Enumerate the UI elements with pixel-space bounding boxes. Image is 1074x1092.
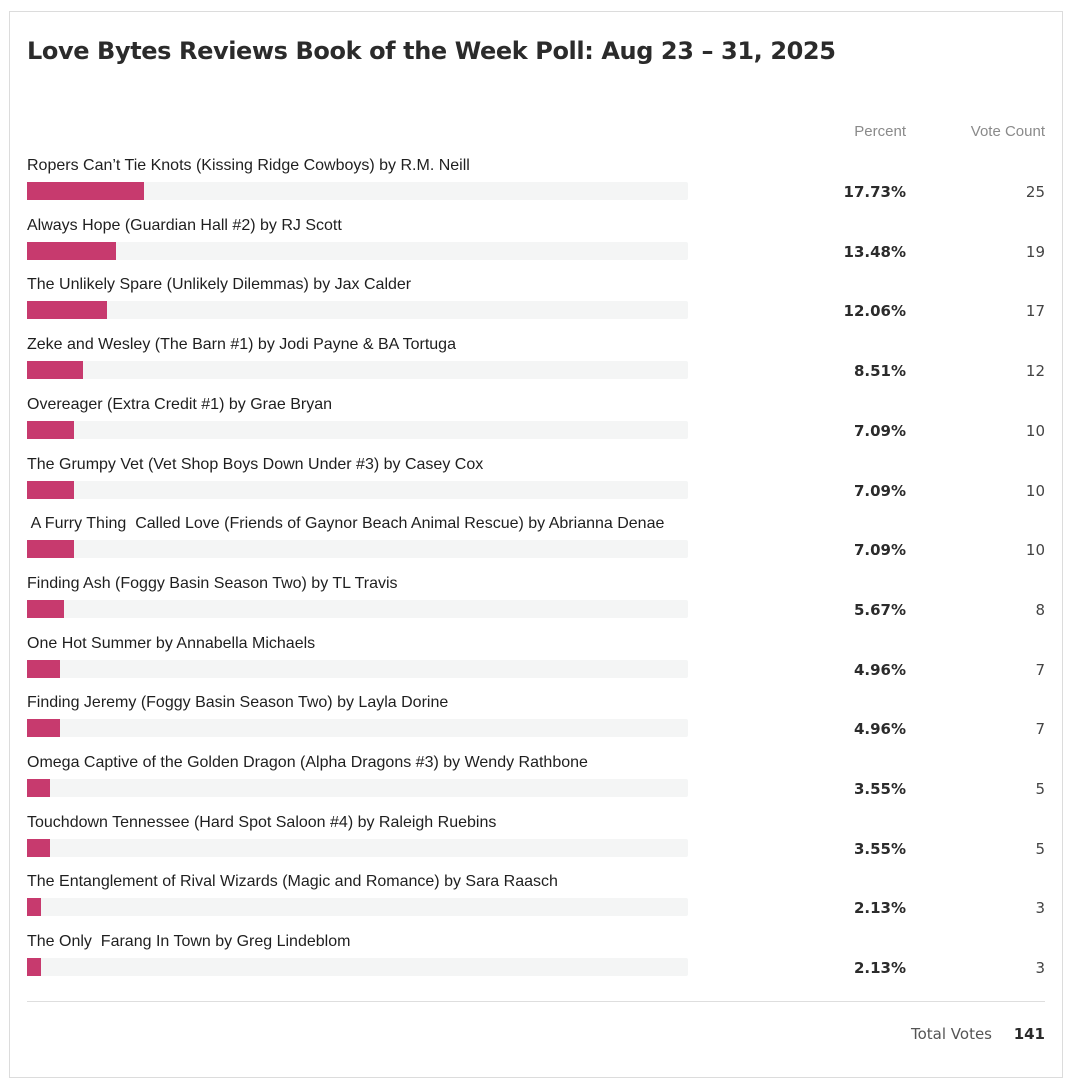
poll-option-bar-fill [27, 660, 60, 678]
poll-option-bar-fill [27, 301, 107, 319]
poll-option-percent: 7.09% [853, 482, 906, 500]
poll-option-row: One Hot Summer by Annabella Michaels 4.96… [0, 634, 1074, 694]
poll-option-percent: 8.51% [853, 362, 906, 380]
poll-option-bar-fill [27, 958, 41, 976]
poll-option-label: Finding Jeremy (Foggy Basin Season Two) … [27, 694, 449, 711]
poll-option-bar-fill [27, 898, 41, 916]
poll-option-vote-count: 7 [1035, 661, 1045, 679]
poll-option-bar-fill [27, 600, 64, 618]
poll-option-label: Overeager (Extra Credit #1) by Grae Brya… [27, 396, 333, 413]
poll-option-bar-track [27, 481, 688, 499]
poll-option-label: The Unlikely Spare (Unlikely Dilemmas) b… [27, 276, 412, 293]
poll-option-row: The Unlikely Spare (Unlikely Dilemmas) b… [0, 275, 1074, 335]
poll-option-label: The Only Farang In Town by Greg Lindeblo… [27, 933, 351, 950]
poll-option-label: Touchdown Tennessee (Hard Spot Saloon #4… [27, 814, 497, 831]
poll-option-row: The Entanglement of Rival Wizards (Magic… [0, 872, 1074, 932]
poll-option-label: Omega Captive of the Golden Dragon (Alph… [27, 754, 588, 771]
poll-option-vote-count: 17 [1025, 302, 1045, 320]
poll-option-bar-fill [27, 839, 50, 857]
total-votes-label: Total Votes [911, 1025, 992, 1043]
poll-option-row: Touchdown Tennessee (Hard Spot Saloon #4… [0, 813, 1074, 873]
poll-option-vote-count: 12 [1025, 362, 1045, 380]
poll-option-bar-fill [27, 540, 74, 558]
poll-option-bar-track [27, 779, 688, 797]
poll-option-row: Omega Captive of the Golden Dragon (Alph… [0, 753, 1074, 813]
poll-option-bar-fill [27, 421, 74, 439]
poll-option-vote-count: 10 [1025, 422, 1045, 440]
poll-option-bar-fill [27, 481, 74, 499]
poll-option-percent: 12.06% [843, 302, 906, 320]
poll-option-bar-fill [27, 779, 50, 797]
poll-option-row: Ropers Can’t Tie Knots (Kissing Ridge Co… [0, 156, 1074, 216]
poll-option-bar-fill [27, 182, 144, 200]
poll-option-percent: 13.48% [843, 243, 906, 261]
poll-option-label: A Furry Thing Called Love (Friends of Ga… [27, 515, 665, 532]
poll-option-vote-count: 19 [1025, 243, 1045, 261]
divider [27, 1001, 1045, 1002]
poll-option-bar-track [27, 719, 688, 737]
poll-option-bar-fill [27, 242, 116, 260]
poll-option-label: One Hot Summer by Annabella Michaels [27, 635, 316, 652]
poll-option-row: A Furry Thing Called Love (Friends of Ga… [0, 514, 1074, 574]
poll-option-percent: 17.73% [843, 183, 906, 201]
poll-option-bar-track [27, 958, 688, 976]
poll-option-vote-count: 7 [1035, 720, 1045, 738]
percent-column-header: Percent [854, 123, 906, 140]
poll-option-label: The Entanglement of Rival Wizards (Magic… [27, 873, 558, 890]
poll-option-label: Always Hope (Guardian Hall #2) by RJ Sco… [27, 217, 342, 234]
poll-option-bar-track [27, 839, 688, 857]
poll-option-percent: 3.55% [853, 780, 906, 798]
poll-option-bar-track [27, 660, 688, 678]
poll-option-row: Finding Ash (Foggy Basin Season Two) by … [0, 574, 1074, 634]
poll-option-percent: 3.55% [853, 840, 906, 858]
poll-option-percent: 2.13% [853, 959, 906, 977]
poll-option-percent: 5.67% [853, 601, 906, 619]
poll-option-row: Always Hope (Guardian Hall #2) by RJ Sco… [0, 216, 1074, 276]
poll-option-row: Zeke and Wesley (The Barn #1) by Jodi Pa… [0, 335, 1074, 395]
poll-option-bar-fill [27, 361, 83, 379]
poll-option-percent: 7.09% [853, 541, 906, 559]
poll-option-bar-track [27, 540, 688, 558]
vote-count-column-header: Vote Count [970, 123, 1045, 140]
poll-option-vote-count: 5 [1035, 840, 1045, 858]
poll-option-vote-count: 5 [1035, 780, 1045, 798]
poll-option-label: The Grumpy Vet (Vet Shop Boys Down Under… [27, 456, 484, 473]
poll-option-percent: 4.96% [853, 661, 906, 679]
poll-option-bar-track [27, 182, 688, 200]
poll-option-vote-count: 3 [1035, 959, 1045, 977]
poll-option-bar-track [27, 242, 688, 260]
poll-option-bar-fill [27, 719, 60, 737]
poll-option-percent: 7.09% [853, 422, 906, 440]
poll-option-row: Finding Jeremy (Foggy Basin Season Two) … [0, 693, 1074, 753]
poll-option-bar-track [27, 301, 688, 319]
poll-option-percent: 2.13% [853, 899, 906, 917]
poll-option-row: Overeager (Extra Credit #1) by Grae Brya… [0, 395, 1074, 455]
poll-option-bar-track [27, 898, 688, 916]
poll-option-vote-count: 8 [1035, 601, 1045, 619]
poll-option-label: Zeke and Wesley (The Barn #1) by Jodi Pa… [27, 336, 456, 353]
poll-option-vote-count: 25 [1025, 183, 1045, 201]
poll-option-percent: 4.96% [853, 720, 906, 738]
total-votes-value: 141 [1013, 1025, 1045, 1043]
poll-option-vote-count: 10 [1025, 541, 1045, 559]
poll-option-row: The Only Farang In Town by Greg Lindeblo… [0, 932, 1074, 992]
poll-title: Love Bytes Reviews Book of the Week Poll… [27, 37, 836, 65]
poll-option-row: The Grumpy Vet (Vet Shop Boys Down Under… [0, 455, 1074, 515]
poll-option-label: Ropers Can’t Tie Knots (Kissing Ridge Co… [27, 157, 470, 174]
poll-option-vote-count: 10 [1025, 482, 1045, 500]
poll-option-vote-count: 3 [1035, 899, 1045, 917]
poll-option-label: Finding Ash (Foggy Basin Season Two) by … [27, 575, 398, 592]
poll-option-bar-track [27, 600, 688, 618]
poll-option-bar-track [27, 361, 688, 379]
poll-option-bar-track [27, 421, 688, 439]
